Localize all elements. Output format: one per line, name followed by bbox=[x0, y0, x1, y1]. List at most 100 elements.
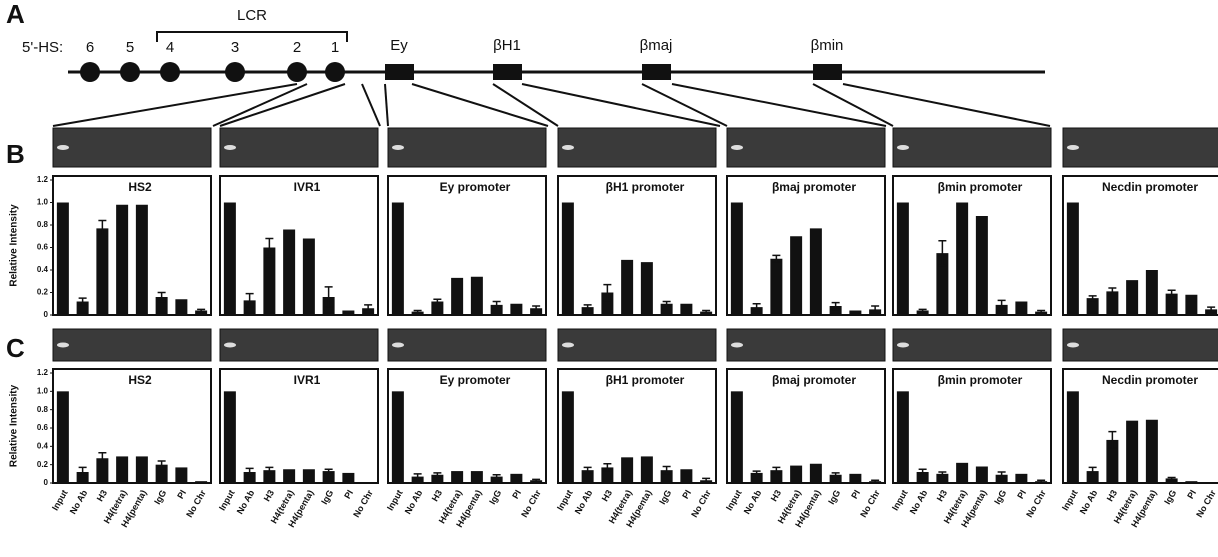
panel-label: C bbox=[6, 333, 25, 363]
gene-label: Ey bbox=[390, 37, 408, 54]
chart-title: βmaj promoter bbox=[772, 373, 856, 387]
figure: A LCR 5'-HS: B C 654321EyβH1βmajβminHS20… bbox=[0, 0, 1218, 557]
x-tick-label: Input bbox=[890, 488, 910, 512]
bar bbox=[1126, 280, 1138, 315]
x-tick-label: H3 bbox=[430, 488, 444, 503]
x-tick-label: No Chr bbox=[858, 488, 882, 519]
error-bar bbox=[325, 469, 333, 473]
y-tick-label: 0.8 bbox=[37, 220, 49, 229]
bar bbox=[57, 391, 69, 483]
plot-frame bbox=[558, 176, 716, 315]
gel-image bbox=[558, 329, 716, 361]
bar bbox=[471, 277, 483, 315]
bar bbox=[451, 471, 463, 483]
bar bbox=[96, 228, 108, 315]
hs-label: 6 bbox=[86, 39, 94, 56]
bar bbox=[303, 469, 315, 483]
bar bbox=[510, 474, 522, 483]
plot-frame bbox=[727, 176, 885, 315]
bar bbox=[136, 456, 148, 483]
x-tick-label: IgG bbox=[487, 488, 503, 506]
x-tick-label: No Chr bbox=[1194, 488, 1218, 519]
gel-image bbox=[727, 128, 885, 167]
x-tick-label: PI bbox=[849, 488, 862, 500]
bar bbox=[621, 260, 633, 315]
chart-title: βH1 promoter bbox=[606, 373, 685, 387]
y-tick-label: 1.0 bbox=[37, 198, 49, 207]
bar bbox=[976, 467, 988, 484]
x-tick-label: Input bbox=[555, 488, 575, 512]
hs-label: 1 bbox=[331, 39, 339, 56]
y-tick-label: 0 bbox=[44, 310, 49, 319]
x-tick-label: No Chr bbox=[184, 488, 208, 519]
y-tick-label: 1.2 bbox=[37, 175, 49, 184]
bar bbox=[790, 236, 802, 315]
gene-box bbox=[493, 64, 522, 80]
bar bbox=[976, 216, 988, 315]
plot-frame bbox=[220, 176, 378, 315]
bar bbox=[731, 203, 743, 316]
gene-label: βmin bbox=[811, 37, 844, 54]
y-tick-label: 1.0 bbox=[37, 386, 49, 395]
gel-image bbox=[53, 128, 211, 167]
gel-band bbox=[897, 145, 909, 150]
plot-frame bbox=[893, 176, 1051, 315]
plot-frame bbox=[388, 176, 546, 315]
gene-box bbox=[642, 64, 671, 80]
x-tick-label: No Ab bbox=[908, 488, 930, 516]
bar bbox=[195, 481, 207, 483]
y-axis-label: Relative Intensity bbox=[9, 384, 20, 467]
y-tick-label: 0.2 bbox=[37, 288, 49, 297]
bar bbox=[897, 203, 909, 316]
bar bbox=[680, 304, 692, 315]
bar bbox=[1067, 391, 1079, 483]
x-tick-label: Input bbox=[724, 488, 744, 512]
bar bbox=[471, 471, 483, 483]
bar bbox=[641, 456, 653, 483]
gel-image bbox=[388, 329, 546, 361]
bar bbox=[136, 205, 148, 315]
zoom-lines bbox=[53, 84, 1050, 126]
x-tick-label: No Chr bbox=[689, 488, 713, 519]
chart-title: IVR1 bbox=[294, 180, 321, 194]
bar bbox=[1126, 421, 1138, 483]
bar bbox=[1015, 302, 1027, 316]
y-tick-label: 1.2 bbox=[37, 368, 49, 377]
x-tick-label: H3 bbox=[769, 488, 783, 503]
bar bbox=[392, 391, 404, 483]
bar bbox=[621, 457, 633, 483]
x-tick-label: No Ab bbox=[1078, 488, 1100, 516]
bar bbox=[956, 203, 968, 316]
hs-label: 4 bbox=[166, 39, 174, 56]
gel-band bbox=[731, 145, 743, 150]
hs-site bbox=[160, 62, 180, 82]
plot-frame bbox=[53, 176, 211, 315]
gel-band bbox=[224, 145, 236, 150]
chart-title: βmin promoter bbox=[938, 373, 1023, 387]
lcr-label: LCR bbox=[237, 7, 267, 24]
chart-title: IVR1 bbox=[294, 373, 321, 387]
bar bbox=[849, 311, 861, 316]
hs-site bbox=[225, 62, 245, 82]
bar bbox=[897, 391, 909, 483]
x-tick-label: IgG bbox=[319, 488, 335, 506]
hs-site bbox=[120, 62, 140, 82]
bar bbox=[770, 259, 782, 315]
panel-label: A bbox=[6, 0, 25, 29]
bar bbox=[57, 203, 69, 316]
gel-image bbox=[558, 128, 716, 167]
error-bar bbox=[938, 472, 946, 476]
x-tick-label: PI bbox=[510, 488, 523, 500]
bar bbox=[849, 474, 861, 483]
x-tick-label: No Ab bbox=[742, 488, 764, 516]
bar bbox=[1205, 482, 1217, 483]
bar bbox=[510, 304, 522, 315]
y-tick-label: 0 bbox=[44, 478, 49, 487]
bar bbox=[731, 391, 743, 483]
x-tick-label: PI bbox=[1015, 488, 1028, 500]
bar bbox=[790, 466, 802, 483]
x-tick-label: PI bbox=[1185, 488, 1198, 500]
bar bbox=[562, 203, 574, 316]
lcr-bracket bbox=[157, 32, 347, 42]
gene-label: βmaj bbox=[640, 37, 673, 54]
